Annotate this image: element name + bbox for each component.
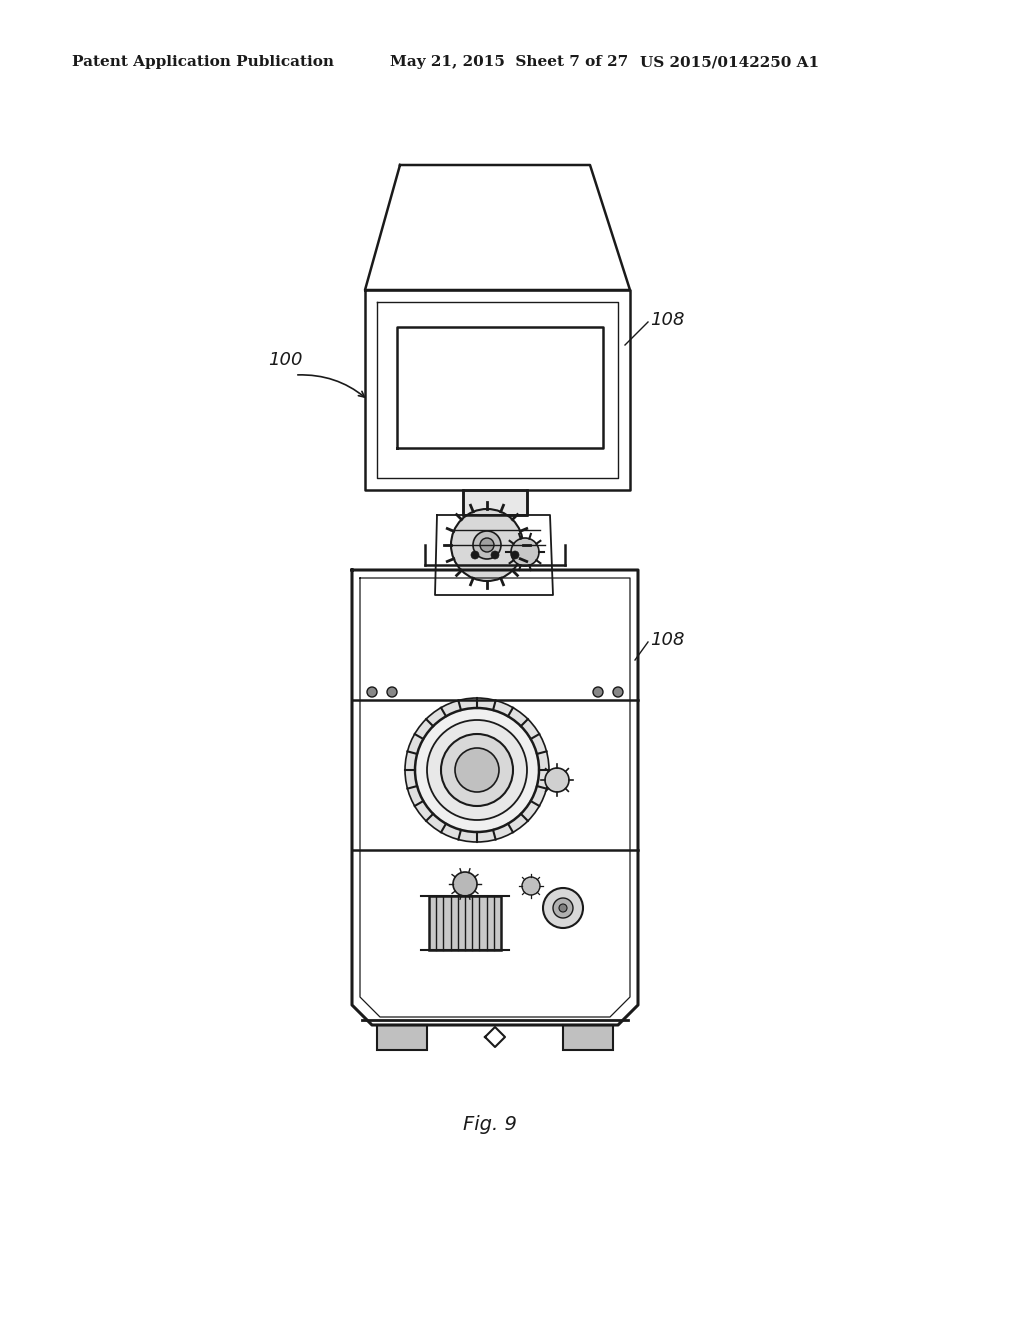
- Circle shape: [559, 904, 567, 912]
- Text: 108: 108: [650, 631, 684, 649]
- Circle shape: [387, 686, 397, 697]
- Circle shape: [613, 686, 623, 697]
- Circle shape: [441, 734, 513, 807]
- Text: Fig. 9: Fig. 9: [463, 1115, 517, 1134]
- Circle shape: [471, 550, 479, 558]
- Polygon shape: [563, 1026, 613, 1049]
- Circle shape: [453, 873, 477, 896]
- Polygon shape: [429, 896, 501, 950]
- Circle shape: [543, 888, 583, 928]
- Circle shape: [553, 898, 573, 917]
- Circle shape: [593, 686, 603, 697]
- Circle shape: [473, 531, 501, 558]
- Circle shape: [367, 686, 377, 697]
- Circle shape: [415, 708, 539, 832]
- Circle shape: [406, 698, 549, 842]
- Circle shape: [545, 768, 569, 792]
- Text: 108: 108: [650, 312, 684, 329]
- Circle shape: [522, 876, 540, 895]
- Text: 100: 100: [268, 351, 302, 370]
- Text: May 21, 2015  Sheet 7 of 27: May 21, 2015 Sheet 7 of 27: [390, 55, 629, 69]
- Circle shape: [490, 550, 499, 558]
- Circle shape: [451, 510, 523, 581]
- Circle shape: [480, 539, 494, 552]
- Circle shape: [427, 719, 527, 820]
- Circle shape: [511, 539, 539, 566]
- Text: Patent Application Publication: Patent Application Publication: [72, 55, 334, 69]
- Circle shape: [455, 748, 499, 792]
- Text: US 2015/0142250 A1: US 2015/0142250 A1: [640, 55, 819, 69]
- Polygon shape: [377, 1026, 427, 1049]
- Circle shape: [511, 550, 519, 558]
- Polygon shape: [463, 490, 527, 515]
